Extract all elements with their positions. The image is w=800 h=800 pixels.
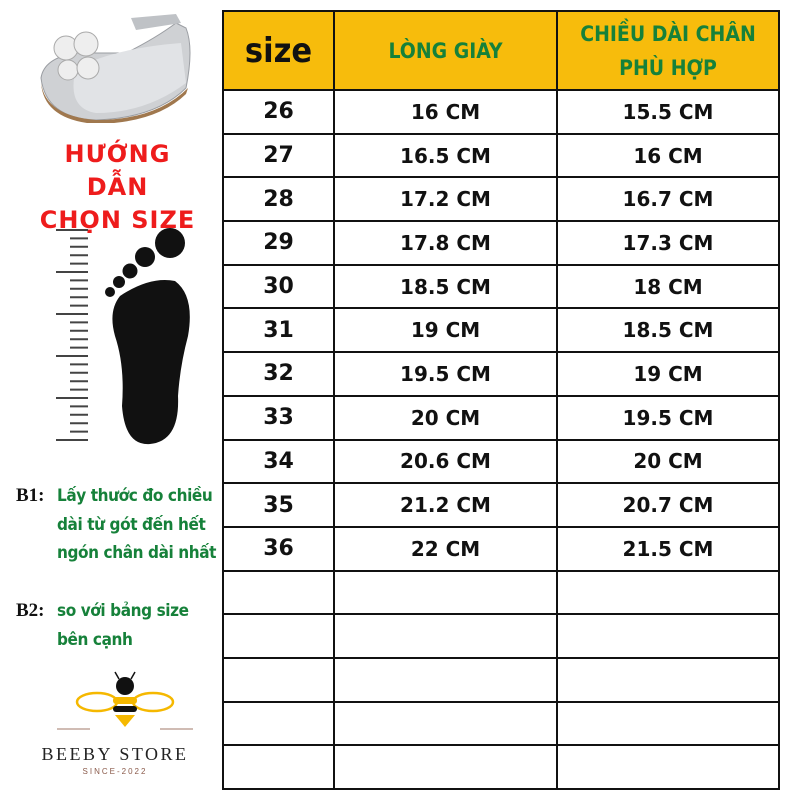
size-table: size LÒNG GIÀY CHIỀU DÀI CHÂN PHÙ HỢP 26 16… bbox=[222, 10, 780, 790]
size-cell: 27 bbox=[222, 132, 335, 179]
step-1-label: B1: bbox=[16, 485, 45, 506]
insole-length-cell: 16 CM bbox=[333, 89, 558, 135]
header-cell: size bbox=[222, 10, 335, 91]
insole-length-cell: 22 CM bbox=[333, 525, 558, 572]
insole-length-cell: 18.5 CM bbox=[333, 263, 558, 310]
size-cell: 33 bbox=[222, 394, 335, 441]
brand-since: SINCE-2022 bbox=[82, 767, 148, 776]
size-cell: 36 bbox=[222, 525, 335, 572]
table-row: 27 16.5 CM 16 CM bbox=[222, 132, 780, 179]
foot-length-cell bbox=[556, 700, 780, 747]
insole-length-cell: 16.5 CM bbox=[333, 132, 558, 179]
size-cell: 34 bbox=[222, 438, 335, 485]
table-row: 30 18.5 CM 18 CM bbox=[222, 263, 780, 310]
guide-title-line1: HƯỚNG DẪN bbox=[64, 140, 171, 201]
table-row: 33 20 CM 19.5 CM bbox=[222, 394, 780, 441]
foot-length-cell: 17.3 CM bbox=[556, 220, 780, 266]
table-row: 31 19 CM 18.5 CM bbox=[222, 307, 780, 354]
foot-length-cell bbox=[556, 569, 780, 616]
size-cell: 26 bbox=[222, 89, 335, 135]
foot-length-cell: 20 CM bbox=[556, 438, 780, 485]
size-cell bbox=[222, 569, 335, 616]
insole-length-cell: 17.8 CM bbox=[333, 220, 558, 266]
foot-length-cell bbox=[556, 656, 780, 703]
step-2-label: B2: bbox=[16, 600, 45, 621]
insole-length-cell: 21.2 CM bbox=[333, 482, 558, 528]
foot-length-cell: 19.5 CM bbox=[556, 394, 780, 441]
size-cell: 29 bbox=[222, 220, 335, 266]
table-row: 35 21.2 CM 20.7 CM bbox=[222, 482, 780, 528]
size-cell: 28 bbox=[222, 176, 335, 223]
table-header: size LÒNG GIÀY CHIỀU DÀI CHÂN PHÙ HỢP bbox=[222, 10, 780, 91]
ruler-icon bbox=[56, 229, 88, 441]
foot-length-cell: 15.5 CM bbox=[556, 89, 780, 135]
table-row bbox=[222, 700, 780, 747]
header-cell: LÒNG GIÀY bbox=[333, 10, 558, 91]
table-row: 32 19.5 CM 19 CM bbox=[222, 351, 780, 397]
size-cell: 30 bbox=[222, 263, 335, 310]
size-cell: 32 bbox=[222, 351, 335, 397]
foot-length-cell: 20.7 CM bbox=[556, 482, 780, 528]
foot-icon bbox=[105, 228, 190, 445]
foot-length-cell: 21.5 CM bbox=[556, 525, 780, 572]
insole-length-cell: 20 CM bbox=[333, 394, 558, 441]
guide-panel: HƯỚNG DẪN CHỌN SIZE B1: Lấy thước đo chi… bbox=[0, 0, 220, 800]
insole-length-cell bbox=[333, 656, 558, 703]
insole-length-cell bbox=[333, 700, 558, 747]
insole-length-cell bbox=[333, 569, 558, 616]
table-row bbox=[222, 569, 780, 616]
size-cell: 31 bbox=[222, 307, 335, 354]
guide-title: HƯỚNG DẪN CHỌN SIZE bbox=[30, 138, 205, 237]
insole-length-cell: 19 CM bbox=[333, 307, 558, 354]
size-cell bbox=[222, 613, 335, 659]
foot-length-cell bbox=[556, 744, 780, 790]
table-row bbox=[222, 613, 780, 659]
size-cell: 35 bbox=[222, 482, 335, 528]
foot-length-cell: 19 CM bbox=[556, 351, 780, 397]
header-cell: CHIỀU DÀI CHÂN PHÙ HỢP bbox=[556, 10, 780, 91]
foot-length-cell: 16 CM bbox=[556, 132, 780, 179]
insole-length-cell bbox=[333, 744, 558, 790]
foot-length-cell: 18.5 CM bbox=[556, 307, 780, 354]
table-row bbox=[222, 656, 780, 703]
table-row: 36 22 CM 21.5 CM bbox=[222, 525, 780, 572]
insole-length-cell: 20.6 CM bbox=[333, 438, 558, 485]
foot-length-cell bbox=[556, 613, 780, 659]
insole-length-cell: 19.5 CM bbox=[333, 351, 558, 397]
size-cell bbox=[222, 744, 335, 790]
bee-logo-icon bbox=[57, 671, 193, 730]
step-1-text: Lấy thước đo chiều dài từ gót đến hết ng… bbox=[57, 486, 217, 563]
table-row bbox=[222, 744, 780, 790]
size-cell bbox=[222, 700, 335, 747]
step-2-text: so với bảng size bên cạnh bbox=[57, 601, 189, 650]
table-row: 28 17.2 CM 16.7 CM bbox=[222, 176, 780, 223]
insole-length-cell: 17.2 CM bbox=[333, 176, 558, 223]
size-cell bbox=[222, 656, 335, 703]
insole-length-cell bbox=[333, 613, 558, 659]
table-row: 34 20.6 CM 20 CM bbox=[222, 438, 780, 485]
foot-length-cell: 18 CM bbox=[556, 263, 780, 310]
foot-length-cell: 16.7 CM bbox=[556, 176, 780, 223]
table-row: 26 16 CM 15.5 CM bbox=[222, 89, 780, 135]
brand-name: BEEBY STORE bbox=[41, 744, 189, 764]
table-row: 29 17.8 CM 17.3 CM bbox=[222, 220, 780, 266]
shoe-image bbox=[40, 14, 191, 123]
